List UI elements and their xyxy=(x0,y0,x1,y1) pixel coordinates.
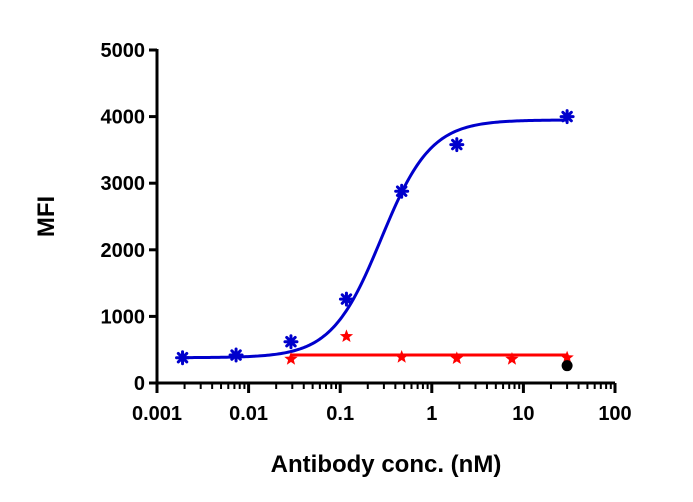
series-1-point xyxy=(283,334,299,350)
asterisk-stroke xyxy=(395,185,408,197)
x-tick-label: 0.001 xyxy=(132,403,182,425)
x-axis-ticks: 0.001 0.01 0.1 1 10 100 xyxy=(132,383,632,425)
series-1-fit-curve xyxy=(182,118,568,360)
y-tick-label: 5000 xyxy=(101,40,146,62)
y-tick-label: 4000 xyxy=(101,107,146,129)
y-tick-label: 1000 xyxy=(101,306,146,328)
asterisk-stroke xyxy=(340,293,353,305)
x-tick-label: 1 xyxy=(426,403,437,425)
y-tick-label: 0 xyxy=(134,373,145,395)
x-tick-label: 0.1 xyxy=(326,403,354,425)
asterisk-stroke xyxy=(230,349,242,361)
x-axis-title: Antibody conc. (nM) xyxy=(271,451,502,478)
y-axis-title: MFI xyxy=(33,196,60,237)
y-tick-label: 3000 xyxy=(101,173,146,195)
x-tick-label: 0.01 xyxy=(229,403,268,425)
series-3-point xyxy=(561,360,573,372)
x-tick-label: 10 xyxy=(512,403,534,425)
series-2-point xyxy=(284,352,298,365)
asterisk-stroke xyxy=(451,138,463,151)
x-tick-label: 100 xyxy=(598,403,631,425)
asterisk-stroke xyxy=(285,335,297,348)
series-2-point xyxy=(395,350,409,363)
series-2-point xyxy=(505,352,519,365)
series-2-point xyxy=(339,329,354,343)
series-1-point xyxy=(394,183,410,199)
data-points xyxy=(175,109,575,372)
series-1-point xyxy=(175,350,191,366)
series-1-point xyxy=(449,137,465,153)
y-axis-ticks: 0 1000 2000 3000 4000 5000 xyxy=(101,40,157,395)
y-tick-label: 2000 xyxy=(101,240,146,262)
series-1-point xyxy=(559,109,575,125)
asterisk-stroke xyxy=(561,110,573,123)
series-2-point xyxy=(450,351,464,365)
fit-curves xyxy=(182,118,568,360)
series-1-point xyxy=(228,347,244,363)
series-1-point xyxy=(338,291,354,307)
asterisk-stroke xyxy=(176,351,189,364)
axes xyxy=(155,49,615,385)
series-2-point xyxy=(560,350,574,364)
